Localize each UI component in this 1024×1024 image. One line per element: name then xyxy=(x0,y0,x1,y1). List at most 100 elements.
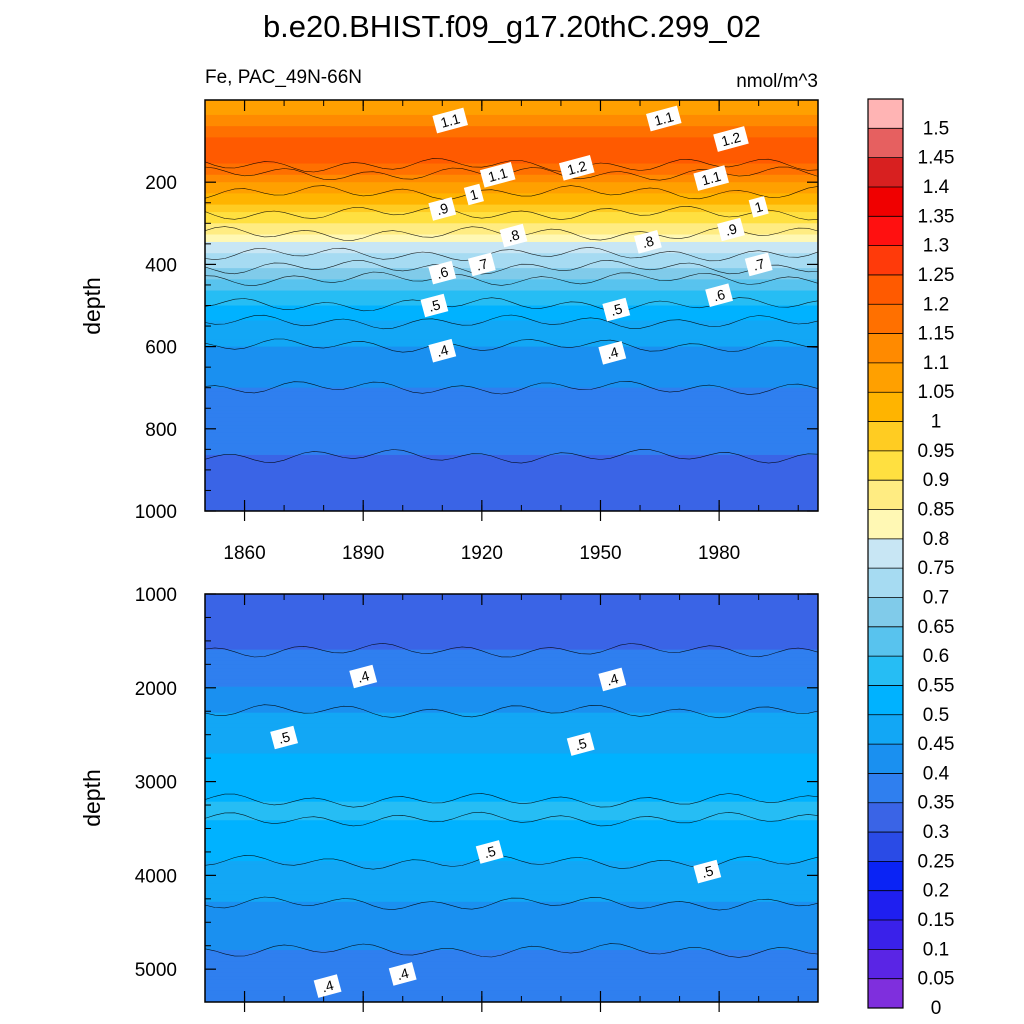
contour-band xyxy=(205,749,818,755)
contour-band xyxy=(205,156,818,161)
contour-line xyxy=(205,205,818,221)
colorbar-label: 0.25 xyxy=(918,851,955,872)
contour-band xyxy=(205,779,818,784)
colorbar-label: 0.55 xyxy=(918,676,955,697)
contour-band xyxy=(205,801,818,807)
variable-label: Fe, PAC_49N-66N xyxy=(205,67,362,88)
contour-band xyxy=(205,942,818,947)
contour-band xyxy=(205,950,818,955)
upper-y-axis-label: depth xyxy=(79,277,105,335)
colorbar-swatch xyxy=(868,99,903,129)
colorbar-swatch xyxy=(868,744,903,774)
x-tick-label: 1860 xyxy=(223,543,265,564)
contour-band xyxy=(205,256,818,262)
contour-band xyxy=(205,723,818,729)
contour-label-text: .5 xyxy=(427,296,443,315)
contour-line xyxy=(205,449,818,464)
upper-contour-fill xyxy=(205,100,818,511)
contour-band xyxy=(205,597,818,603)
contour-band xyxy=(205,879,818,884)
contour-band xyxy=(205,253,818,258)
contour-label: 1.1 xyxy=(646,105,682,132)
contour-label-text: .5 xyxy=(573,735,589,754)
upper-y-axis: 200 400 600 800 1000 xyxy=(135,173,818,523)
colorbar-label: 1.4 xyxy=(923,177,950,198)
contour-band xyxy=(205,197,818,202)
contour-band xyxy=(205,488,818,493)
contour-band xyxy=(205,507,818,511)
contour-band xyxy=(205,346,818,351)
contour-label-box xyxy=(499,223,528,248)
contour-band xyxy=(205,619,818,625)
contour-band xyxy=(205,998,818,1002)
contour-band xyxy=(205,484,818,490)
contour-line xyxy=(205,896,818,911)
contour-band xyxy=(205,979,818,985)
contour-band xyxy=(205,268,818,273)
contour-band xyxy=(205,114,818,120)
contour-label: .5 xyxy=(566,732,595,756)
colorbar-swatch xyxy=(868,421,903,452)
contour-band xyxy=(205,249,818,254)
contour-band xyxy=(205,103,818,109)
contour-band xyxy=(205,436,818,441)
contour-band xyxy=(205,305,818,310)
contour-band xyxy=(205,492,818,497)
contour-band xyxy=(205,809,818,814)
x-tick-label: 1920 xyxy=(461,543,503,564)
contour-band xyxy=(205,705,818,710)
contour-band xyxy=(205,316,818,322)
colorbar-swatch xyxy=(868,509,903,540)
colorbar-swatch xyxy=(868,832,903,862)
contour-label-text: .4 xyxy=(605,344,621,363)
contour-label: 1.1 xyxy=(432,107,468,134)
contour-band xyxy=(205,298,818,303)
contour-band xyxy=(205,772,818,777)
contour-label: .5 xyxy=(475,840,504,864)
contour-label-box xyxy=(349,664,378,689)
contour-label: .5 xyxy=(602,297,631,322)
contour-label-text: .4 xyxy=(435,341,451,360)
contour-band xyxy=(205,783,818,788)
contour-band xyxy=(205,193,818,198)
deep-depth-panel: 1000 2000 3000 4000 5000 .4 .4 .5 .5 .5 .5 .4 .4 de… xyxy=(79,585,819,1012)
contour-band xyxy=(205,679,818,684)
contour-label: .6 xyxy=(428,260,457,285)
contour-band xyxy=(205,634,818,640)
contour-label-box xyxy=(475,840,504,864)
colorbar-label: 0.8 xyxy=(923,529,949,550)
contour-band xyxy=(205,111,818,116)
contour-band xyxy=(205,990,818,996)
colorbar-swatch xyxy=(868,538,903,569)
contour-label: .4 xyxy=(349,664,378,689)
y-tick-label: 4000 xyxy=(135,866,177,887)
contour-label-text: .6 xyxy=(711,286,727,305)
contour-band xyxy=(205,357,818,363)
contour-band xyxy=(205,219,818,224)
contour-band xyxy=(205,838,818,844)
contour-band xyxy=(205,775,818,781)
contour-label: 1.1 xyxy=(479,161,516,188)
contour-band xyxy=(205,968,818,973)
contour-band xyxy=(205,376,818,381)
contour-band xyxy=(205,499,818,505)
contour-band xyxy=(205,451,818,456)
units-label: nmol/m^3 xyxy=(736,71,818,92)
contour-label-text: .8 xyxy=(640,233,656,252)
contour-band xyxy=(205,466,818,471)
contour-band xyxy=(205,271,818,277)
contour-band xyxy=(205,215,818,221)
contour-band xyxy=(205,653,818,658)
contour-line xyxy=(205,642,818,658)
colorbar-label: 0.95 xyxy=(918,441,955,462)
contour-band xyxy=(205,279,818,284)
contour-band xyxy=(205,983,818,988)
contour-band xyxy=(205,916,818,921)
contour-band xyxy=(205,208,818,213)
contour-band xyxy=(205,816,818,821)
contour-band xyxy=(205,406,818,411)
contour-label-box xyxy=(713,126,749,152)
contour-band xyxy=(205,327,818,333)
contour-label-text: .9 xyxy=(723,220,739,239)
contour-band xyxy=(205,861,818,866)
